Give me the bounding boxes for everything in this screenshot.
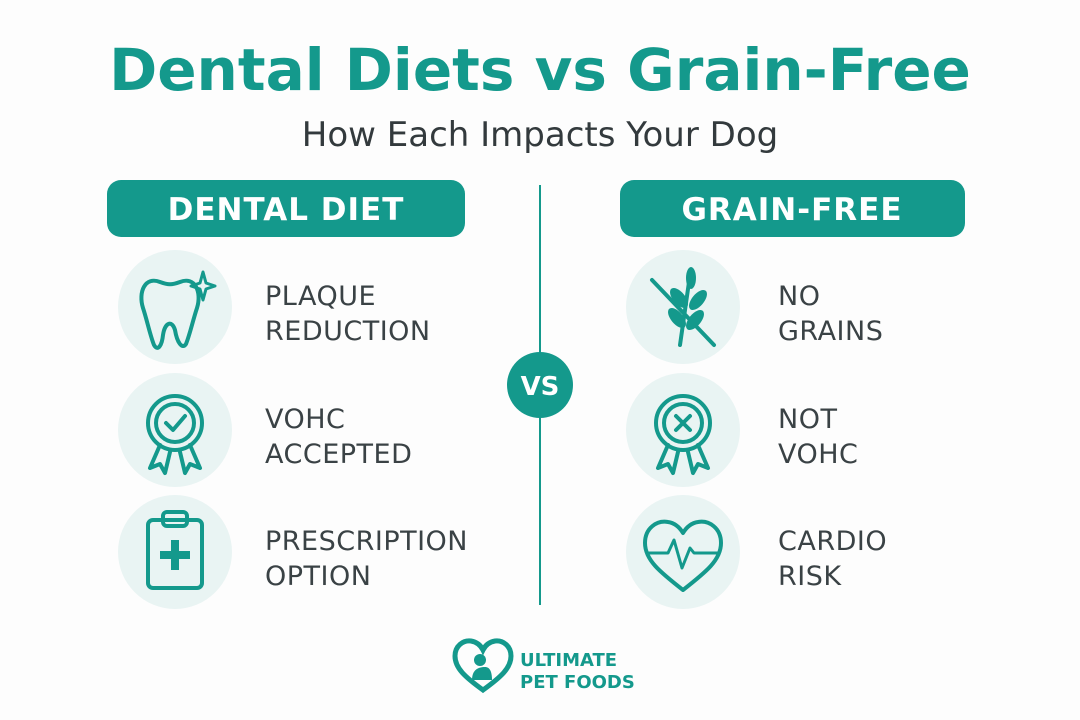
brand-logo <box>452 638 514 694</box>
no-grain-icon <box>650 267 716 347</box>
item-text: CARDIO <box>778 526 887 557</box>
tooth-icon <box>139 270 217 350</box>
left-pill <box>107 180 465 237</box>
item-text: PRESCRIPTION <box>265 526 468 557</box>
brand-name: ULTIMATE <box>520 650 617 671</box>
clipboard-icon <box>146 510 204 590</box>
left-items: PLAQUE REDUCTION VOHC ACCEPTED PRESCRIPT… <box>265 281 468 592</box>
vs-label: VS <box>521 372 560 402</box>
heart-icon <box>643 519 723 592</box>
item-text: NO <box>778 281 820 312</box>
item-text: OPTION <box>265 561 371 592</box>
item-text: VOHC <box>265 404 345 435</box>
item-text: VOHC <box>778 439 858 470</box>
title: Dental Diets vs Grain-Free <box>109 36 971 104</box>
right-heading: GRAIN-FREE <box>681 192 902 228</box>
right-pill <box>620 180 965 237</box>
item-text: RISK <box>778 561 842 592</box>
subtitle: How Each Impacts Your Dog <box>302 115 778 155</box>
rosette-check-icon <box>146 394 204 475</box>
item-text: NOT <box>778 404 837 435</box>
vs-circle <box>507 352 573 418</box>
rosette-x-icon <box>654 394 712 475</box>
item-text: GRAINS <box>778 316 883 347</box>
item-text: ACCEPTED <box>265 439 412 470</box>
brand-name: PET FOODS <box>520 672 635 693</box>
left-heading: DENTAL DIET <box>168 192 405 228</box>
item-text: PLAQUE <box>265 281 376 312</box>
right-items: NO GRAINS NOT VOHC CARDIO RISK <box>778 281 887 592</box>
item-text: REDUCTION <box>265 316 431 347</box>
